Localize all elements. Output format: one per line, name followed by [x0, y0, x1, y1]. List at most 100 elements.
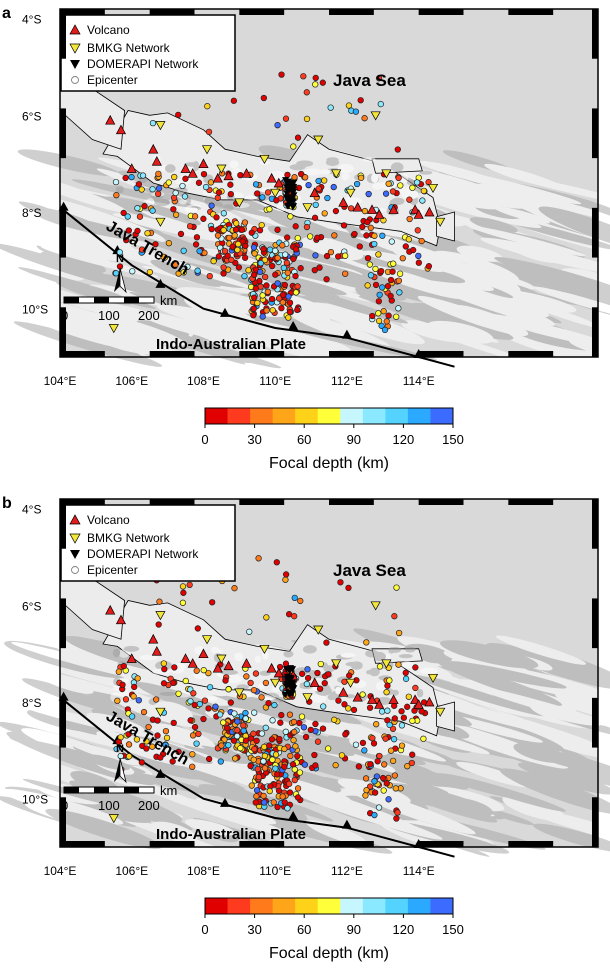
epicenter-marker: [285, 293, 292, 300]
epicenter-marker: [208, 202, 215, 209]
epicenter-marker: [234, 718, 241, 725]
epicenter-marker: [280, 264, 288, 272]
epicenter-marker: [271, 701, 278, 709]
epicenter-marker: [258, 694, 265, 701]
lon-tick-label: 104°E: [44, 374, 77, 388]
depth-bin: [317, 408, 341, 424]
epicenter-marker: [290, 143, 297, 150]
epicenter-marker: [246, 628, 253, 635]
volcano-marker: [266, 172, 277, 183]
epicenter-marker: [291, 766, 298, 773]
volcano-marker: [180, 163, 191, 173]
epicenter-marker: [316, 264, 323, 271]
epicenter-marker: [420, 187, 428, 195]
epicenter-marker: [218, 742, 225, 749]
depth-colorbar: 0 30 60 90 120 150 Focal depth (km): [201, 897, 464, 962]
volcano-marker: [413, 209, 424, 219]
epicenter-marker: [306, 233, 314, 240]
bmkg-station-marker: [201, 145, 213, 155]
depth-bin: [340, 408, 364, 424]
epicenter-marker: [321, 210, 328, 217]
epicenter-marker: [390, 736, 398, 743]
epicenter-marker: [297, 597, 304, 605]
epicenter-marker: [400, 714, 407, 721]
depth-bin: [407, 898, 431, 914]
epicenter-marker: [331, 232, 338, 239]
epicenter-marker: [119, 681, 126, 688]
epicenter-marker: [381, 761, 388, 768]
bmkg-station-marker: [427, 673, 439, 684]
epicenter-marker: [425, 263, 433, 270]
epicenter-marker: [335, 697, 342, 704]
epicenter-marker: [233, 220, 240, 227]
epicenter-marker: [139, 172, 147, 179]
epicenter-marker: [364, 282, 371, 289]
epicenter-marker: [298, 670, 306, 677]
epicenter-marker: [315, 177, 322, 185]
depth-tick-label: 90: [347, 432, 361, 447]
epicenter-marker: [146, 268, 154, 276]
epicenter-marker: [286, 308, 294, 316]
trench-tooth: [155, 768, 166, 778]
epicenter-marker: [200, 715, 207, 723]
epicenter-marker: [396, 270, 404, 277]
depth-tick-label: 120: [393, 922, 415, 937]
epicenter-marker: [359, 691, 366, 698]
epicenter-marker: [204, 103, 211, 110]
epicenter-marker: [296, 769, 304, 776]
epicenter-marker: [402, 669, 409, 676]
bmkg-station-marker: [331, 169, 342, 179]
epicenter-marker: [194, 267, 201, 274]
epicenter-marker: [284, 269, 291, 277]
bmkg-station-marker: [313, 135, 324, 145]
epicenter-marker: [278, 304, 285, 312]
epicenter-marker: [390, 260, 397, 267]
indo-australian-plate-label: Indo-Australian Plate: [156, 826, 306, 843]
depth-bin: [227, 898, 251, 914]
epicenter-marker: [266, 206, 273, 213]
volcano-marker: [212, 662, 223, 673]
volcano-marker: [241, 168, 252, 178]
depth-bin: [317, 898, 341, 914]
epicenter-marker: [294, 283, 301, 290]
epicenter-marker: [172, 189, 179, 197]
epicenter-marker: [379, 284, 386, 291]
epicenter-marker: [177, 230, 185, 238]
bmkg-station-marker: [381, 169, 392, 179]
epicenter-marker: [292, 272, 299, 280]
epicenter-marker: [302, 733, 310, 741]
epicenter-marker: [253, 793, 260, 800]
epicenter-marker: [298, 713, 306, 720]
epicenter-marker: [404, 703, 411, 710]
epicenter-marker: [395, 305, 402, 312]
epicenter-marker: [131, 683, 138, 691]
epicenter-marker: [248, 782, 255, 789]
bmkg-station-marker: [108, 814, 119, 824]
bmkg-station-marker: [313, 625, 324, 635]
epicenter-marker: [291, 594, 298, 602]
depth-tick-label: 30: [247, 432, 261, 447]
epicenter-marker: [170, 719, 177, 727]
epicenter-marker: [241, 272, 248, 280]
epicenter-marker: [161, 665, 168, 673]
epicenter-marker: [172, 261, 179, 268]
epicenter-marker: [180, 247, 187, 254]
legend-bmkg-label: BMKG Network: [87, 531, 171, 545]
epicenter-marker: [220, 270, 227, 277]
epicenter-marker: [200, 667, 207, 674]
epicenter-marker: [261, 799, 268, 806]
epicenter-marker: [380, 308, 387, 315]
epicenter-marker: [242, 715, 249, 722]
epicenter-marker: [116, 249, 123, 256]
epicenter-marker: [122, 174, 129, 182]
epicenter-marker: [335, 253, 342, 260]
epicenter-marker: [396, 289, 403, 296]
epicenter-marker: [191, 701, 198, 709]
trench-tooth: [219, 797, 230, 807]
frame-ticks: [60, 9, 598, 357]
epicenter-marker: [410, 246, 417, 254]
epicenter-marker: [225, 742, 232, 749]
epicenter-marker: [378, 268, 385, 275]
